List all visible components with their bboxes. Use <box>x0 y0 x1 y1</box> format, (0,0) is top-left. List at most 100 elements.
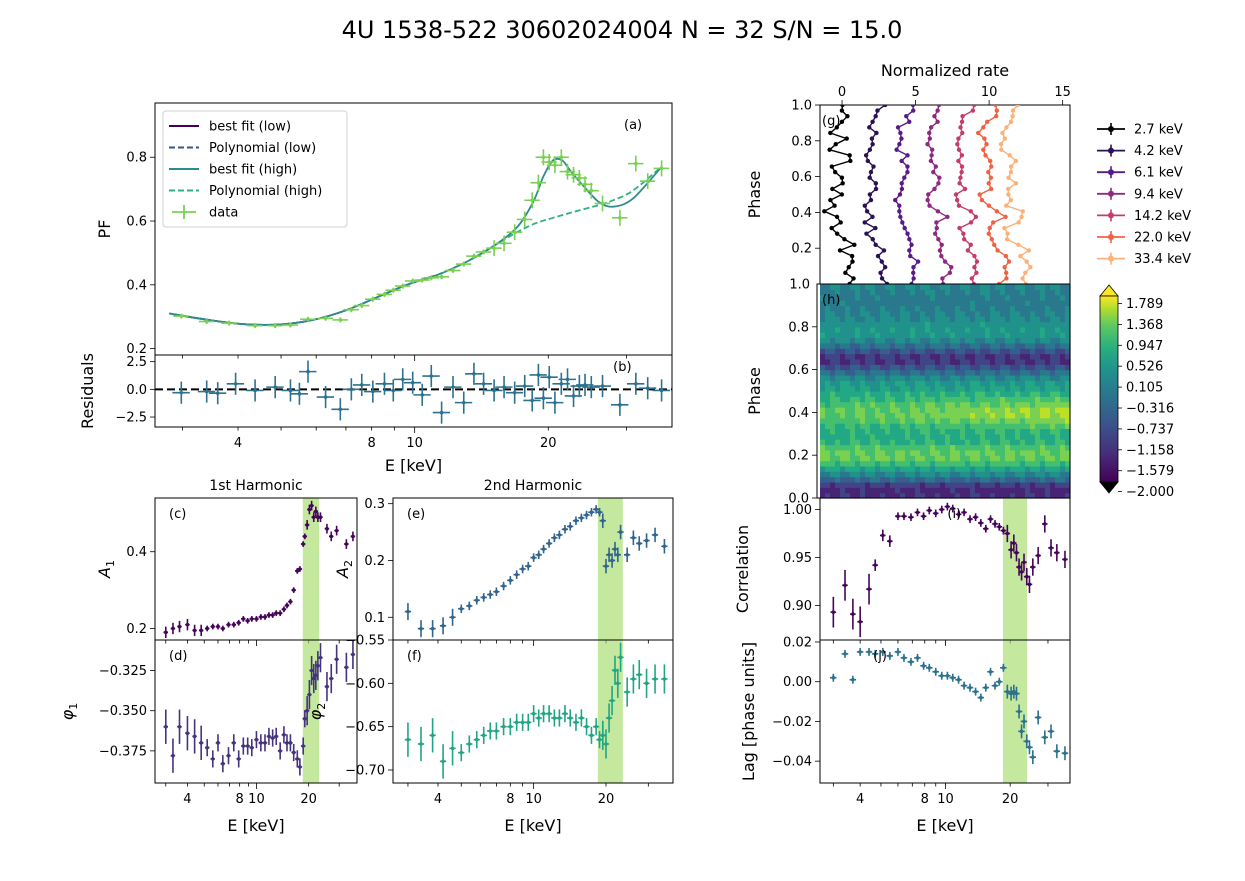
harmonic-point <box>458 744 465 762</box>
heatmap-cell <box>930 380 936 387</box>
heatmap-cell <box>845 449 851 456</box>
heatmap-cell <box>1020 407 1026 413</box>
heatmap-cell <box>1045 364 1051 371</box>
heatmap-cell <box>995 417 1001 424</box>
heatmap-cell <box>880 305 886 312</box>
heatmap-cell <box>1045 289 1051 296</box>
heatmap-cell <box>895 471 901 478</box>
profile-marker <box>869 136 875 141</box>
marker <box>221 626 225 631</box>
heatmap-cell <box>845 369 851 376</box>
marker <box>945 504 950 509</box>
heatmap-cell <box>935 284 941 290</box>
pf-data-point <box>433 274 450 280</box>
heatmap-cell <box>980 348 986 355</box>
heatmap-cell <box>940 423 946 430</box>
heatmap-cell <box>1000 401 1006 408</box>
heatmap-cell <box>1055 374 1061 381</box>
marker <box>1012 689 1016 694</box>
y-tick-label: 1.0 <box>789 278 810 293</box>
heatmap-cell <box>960 305 966 312</box>
marker <box>439 275 444 279</box>
heatmap-cell <box>965 396 971 403</box>
profile-marker <box>983 153 988 158</box>
profile-marker <box>977 192 982 197</box>
harmonic-point <box>254 731 259 749</box>
harmonic-point <box>344 652 349 682</box>
heatmap-cell <box>820 433 826 440</box>
heatmap-cell <box>990 481 996 488</box>
heatmap-cell <box>860 391 866 397</box>
heatmap-cell <box>1005 481 1011 488</box>
harmonic-point <box>439 617 447 635</box>
marker <box>1024 574 1029 579</box>
heatmap-cell <box>945 300 951 306</box>
harmonic-point <box>241 616 246 622</box>
heatmap-cell <box>970 337 976 344</box>
heatmap-cell <box>1005 316 1011 323</box>
heatmap-cell <box>975 417 981 424</box>
heatmap-cell <box>980 321 986 328</box>
heatmap-cell <box>985 348 991 355</box>
profile-marker <box>1006 259 1012 264</box>
harmonic-point <box>295 568 300 574</box>
heatmap-cell <box>975 337 981 344</box>
heatmap-cell <box>885 385 891 392</box>
marker <box>625 690 629 694</box>
lag-axis-label: Lag [phase units] <box>739 642 758 781</box>
heatmap-cell <box>990 460 996 467</box>
marker <box>481 382 486 386</box>
heatmap-cell <box>940 342 946 349</box>
marker <box>880 650 885 654</box>
heatmap-cell <box>1060 374 1066 381</box>
heatmap-cell <box>830 407 836 413</box>
heatmap-cell <box>865 300 871 306</box>
marker <box>915 510 920 515</box>
heatmap-cell <box>1040 465 1046 472</box>
marker <box>1022 719 1026 724</box>
heatmap-cell <box>855 284 861 290</box>
heatmap-cell <box>920 385 926 392</box>
heatmap-cell <box>880 428 886 435</box>
heatmap-cell <box>970 439 976 446</box>
panel-b-frame <box>154 354 673 428</box>
heatmap-cell <box>945 471 951 478</box>
heatmap-cell <box>1030 455 1036 462</box>
heatmap-cell <box>850 300 856 306</box>
pf-data-point <box>466 253 482 259</box>
marker <box>653 533 657 537</box>
heatmap-cell <box>880 391 886 397</box>
marker <box>577 176 582 180</box>
heatmap-cell <box>1015 300 1021 306</box>
heatmap-cell <box>1040 407 1046 413</box>
heatmap-cell <box>1050 433 1056 440</box>
heatmap-cell <box>980 492 986 499</box>
x-tick-label: 10 <box>937 792 954 807</box>
heatmap-cell <box>920 364 926 371</box>
heatmap-cell <box>920 316 926 323</box>
y-axis-label: A2 <box>333 560 355 579</box>
profile-marker <box>927 136 933 141</box>
heatmap-cell <box>1025 337 1031 344</box>
marker <box>597 737 602 742</box>
heatmap-cell <box>945 321 951 328</box>
heatmap-cell <box>1000 353 1006 360</box>
heatmap-cell <box>920 326 926 333</box>
heatmap-cell <box>960 481 966 488</box>
heatmap-cell <box>865 380 871 387</box>
heatmap-cell <box>975 407 981 413</box>
heatmap-cell <box>970 444 976 451</box>
heatmap-cell <box>975 471 981 478</box>
heatmap-cell <box>940 326 946 333</box>
heatmap-cell <box>860 326 866 333</box>
heatmap-cell <box>890 471 896 478</box>
heatmap-cell <box>925 369 931 376</box>
heatmap-cell <box>930 412 936 419</box>
marker <box>851 612 855 616</box>
profile-marker <box>848 158 853 164</box>
lag-point <box>938 671 945 680</box>
heatmap-cell <box>900 401 906 408</box>
heatmap-cell <box>830 460 836 467</box>
heatmap-cell <box>900 423 906 430</box>
heatmap-cell <box>910 487 916 494</box>
